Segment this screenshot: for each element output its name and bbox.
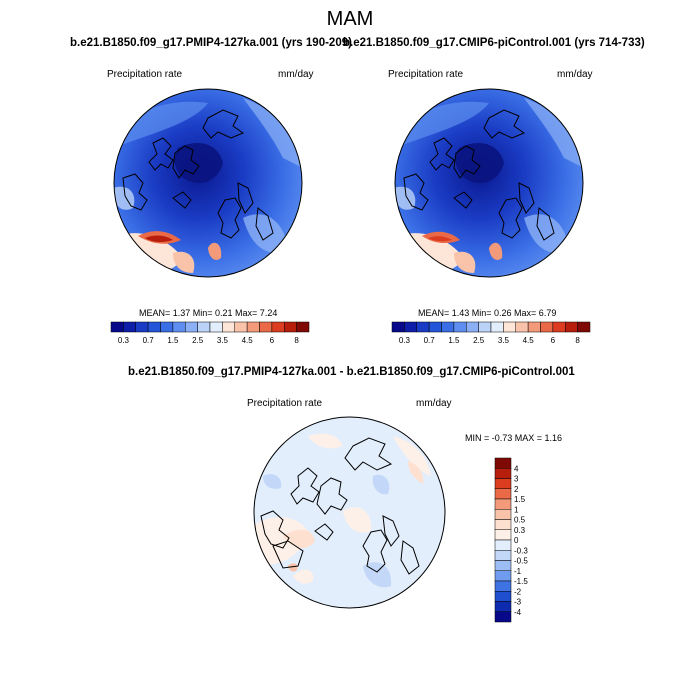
panel2-colorbar-box [428, 321, 442, 333]
panel2-colorbar-tick-label: 8 [575, 336, 580, 345]
panel3-colorbar-tick-label: -2 [514, 587, 522, 596]
figure-title: MAM [326, 8, 374, 30]
panel2-colorbar-box [540, 321, 554, 333]
panel3-colorbar-tick-label: -1.5 [514, 577, 528, 586]
panel3-stats: MIN = -0.73 MAX = 1.16 [465, 433, 563, 443]
panel2-colorbar-box [441, 321, 455, 333]
panel1-colorbar-box [160, 321, 174, 333]
panel2-colorbar-box [527, 321, 541, 333]
difference-title: b.e21.B1850.f09_g17.PMIP4-127ka.001 - b.… [128, 366, 575, 378]
panel2-colorbar-tick-label: 2.5 [473, 336, 485, 345]
panel1-colorbar-box [259, 321, 273, 333]
panel3-colorbar-tick-label: 3 [514, 475, 519, 484]
panel2-colorbar-box [515, 321, 529, 333]
panel3-polar-map [253, 416, 446, 609]
panel3-colorbar-box [494, 529, 512, 541]
panel2-colorbar-tick-label: 0.3 [399, 336, 411, 345]
panel1-colorbar-tick-label: 8 [294, 336, 299, 345]
panel3-colorbar-box [494, 457, 512, 469]
panel1-colorbar-tick-label: 0.3 [118, 336, 130, 345]
panel3-colorbar-box [494, 591, 512, 602]
panel3-colorbar-box [494, 611, 512, 623]
panel2-colorbar-box [453, 321, 467, 333]
panel3-colorbar-tick-label: 4 [514, 464, 519, 473]
panel3-colorbar-box [494, 468, 512, 479]
panel2-colorbar-box [565, 321, 578, 333]
panel1-colorbar-box [147, 321, 161, 333]
panel1-colorbar-tick-label: 0.7 [143, 336, 155, 345]
panel2-colorbar-box [552, 321, 566, 333]
panel2-colorbar-box [391, 321, 405, 333]
panel1-case-title: b.e21.B1850.f09_g17.PMIP4-127ka.001 (yrs… [70, 37, 352, 49]
panel1-stats: MEAN= 1.37 Min= 0.21 Max= 7.24 [139, 308, 278, 318]
panel3-variable-label: Precipitation rate [247, 398, 323, 409]
panel2-colorbar-box [490, 321, 504, 333]
panel3-colorbar-tick-label: 1 [514, 505, 519, 514]
panel3-colorbar-box [494, 570, 512, 582]
panel1-colorbar-tick-label: 2.5 [192, 336, 204, 345]
panel3-colorbar-tick-label: -0.5 [514, 557, 528, 566]
panel2-polar-map [394, 88, 584, 278]
panel3-colorbar-tick-label: -0.3 [514, 546, 528, 555]
panel2-colorbar-box [577, 321, 591, 333]
panel1-colorbar-box [222, 321, 235, 333]
panel3-colorbar-box [494, 539, 512, 551]
panel1-colorbar-box [197, 321, 211, 333]
panel3-units-label: mm/day [416, 398, 452, 409]
panel2-colorbar-tick-label: 0.7 [424, 336, 436, 345]
panel1-colorbar-box [296, 321, 310, 333]
panel2-case-title: b.e21.B1850.f09_g17.CMIP6-piControl.001 … [343, 37, 645, 49]
panel3-colorbar-tick-label: -4 [514, 608, 522, 617]
panel2-colorbar-box [404, 321, 417, 333]
panel3-colorbar-tick-label: 0 [514, 536, 519, 545]
panel2-colorbar-tick-label: 6 [551, 336, 556, 345]
panel2-colorbar: 0.3 0.7 1.5 2.5 3.5 4.5 6 8 [391, 321, 591, 345]
panel1-colorbar-tick-label: 6 [270, 336, 275, 345]
panel1-variable-label: Precipitation rate [107, 69, 183, 80]
panel2-colorbar-tick-label: 3.5 [498, 336, 510, 345]
panel1-colorbar-box [234, 321, 248, 333]
panel1-polar-map [113, 88, 303, 278]
panel3-colorbar-box [494, 509, 512, 520]
panel1-colorbar-box [123, 321, 136, 333]
panel1-colorbar-box [135, 321, 149, 333]
panel2-colorbar-box [503, 321, 516, 333]
panel3-colorbar-box [494, 601, 512, 612]
panel3-colorbar: 4 321.51 0.50.30-0.3 -0.5-1-1.5-2 -3-4 [494, 457, 528, 623]
panel3-colorbar-tick-label: 0.5 [514, 516, 526, 525]
panel2-colorbar-tick-label: 4.5 [523, 336, 535, 345]
panel2-colorbar-box [416, 321, 430, 333]
panel3-colorbar-tick-label: 1.5 [514, 495, 526, 504]
panel3-colorbar-box [494, 519, 512, 530]
panel1-colorbar-tick-label: 3.5 [217, 336, 229, 345]
panel2-colorbar-tick-label: 1.5 [448, 336, 460, 345]
panel3-colorbar-tick-label: -1 [514, 567, 522, 576]
panel3-colorbar-box [494, 580, 512, 592]
panel1-colorbar: 0.3 0.7 1.5 2.5 3.5 4.5 6 8 [110, 321, 310, 345]
panel1-colorbar-box [172, 321, 186, 333]
panel3-colorbar-tick-label: 2 [514, 485, 519, 494]
panel3-colorbar-box [494, 550, 512, 561]
panel2-units-label: mm/day [557, 69, 593, 80]
panel2-variable-label: Precipitation rate [388, 69, 464, 80]
panel1-colorbar-tick-label: 1.5 [167, 336, 179, 345]
panel1-colorbar-box [185, 321, 198, 333]
panel2-stats: MEAN= 1.43 Min= 0.26 Max= 6.79 [418, 308, 557, 318]
panel3-colorbar-box [494, 560, 512, 571]
panel1-colorbar-box [110, 321, 124, 333]
panel3-colorbar-box [494, 478, 512, 489]
panel3-colorbar-box [494, 488, 512, 500]
panel2-colorbar-box [478, 321, 492, 333]
panel3-colorbar-tick-label: 0.3 [514, 526, 526, 535]
panel1-colorbar-tick-label: 4.5 [242, 336, 254, 345]
panel3-colorbar-box [494, 498, 512, 510]
panel1-units-label: mm/day [278, 69, 314, 80]
panel3-colorbar-tick-label: -3 [514, 598, 522, 607]
panel1-colorbar-box [271, 321, 285, 333]
panel1-colorbar-box [209, 321, 223, 333]
panel2-colorbar-box [466, 321, 479, 333]
panel1-colorbar-box [284, 321, 297, 333]
panel1-colorbar-box [246, 321, 260, 333]
